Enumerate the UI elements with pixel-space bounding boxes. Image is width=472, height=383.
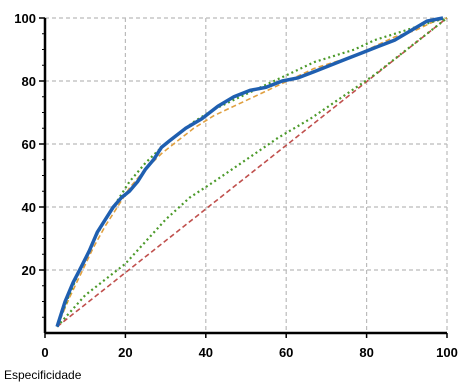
y-tick-label: 20 xyxy=(22,263,36,278)
y-tick-label: 80 xyxy=(22,74,36,89)
series-0-line xyxy=(55,16,444,328)
plot-series xyxy=(55,16,448,328)
x-tick-label: 0 xyxy=(41,345,48,360)
series-2-line xyxy=(56,17,448,328)
x-tick-label: 100 xyxy=(436,345,458,360)
y-tick-label: 100 xyxy=(14,11,36,26)
x-axis-title: Especificidade xyxy=(4,368,82,382)
x-tick-label: 80 xyxy=(359,345,373,360)
y-tick-label: 40 xyxy=(22,200,36,215)
axis-ticks: 0 20 40 60 80 100 20 40 60 80 100 xyxy=(14,11,458,360)
x-tick-label: 20 xyxy=(118,345,132,360)
series-3-line xyxy=(56,17,448,328)
y-tick-label: 60 xyxy=(22,137,36,152)
x-tick-label: 60 xyxy=(279,345,293,360)
x-tick-label: 40 xyxy=(199,345,213,360)
series-4-line xyxy=(56,17,448,328)
